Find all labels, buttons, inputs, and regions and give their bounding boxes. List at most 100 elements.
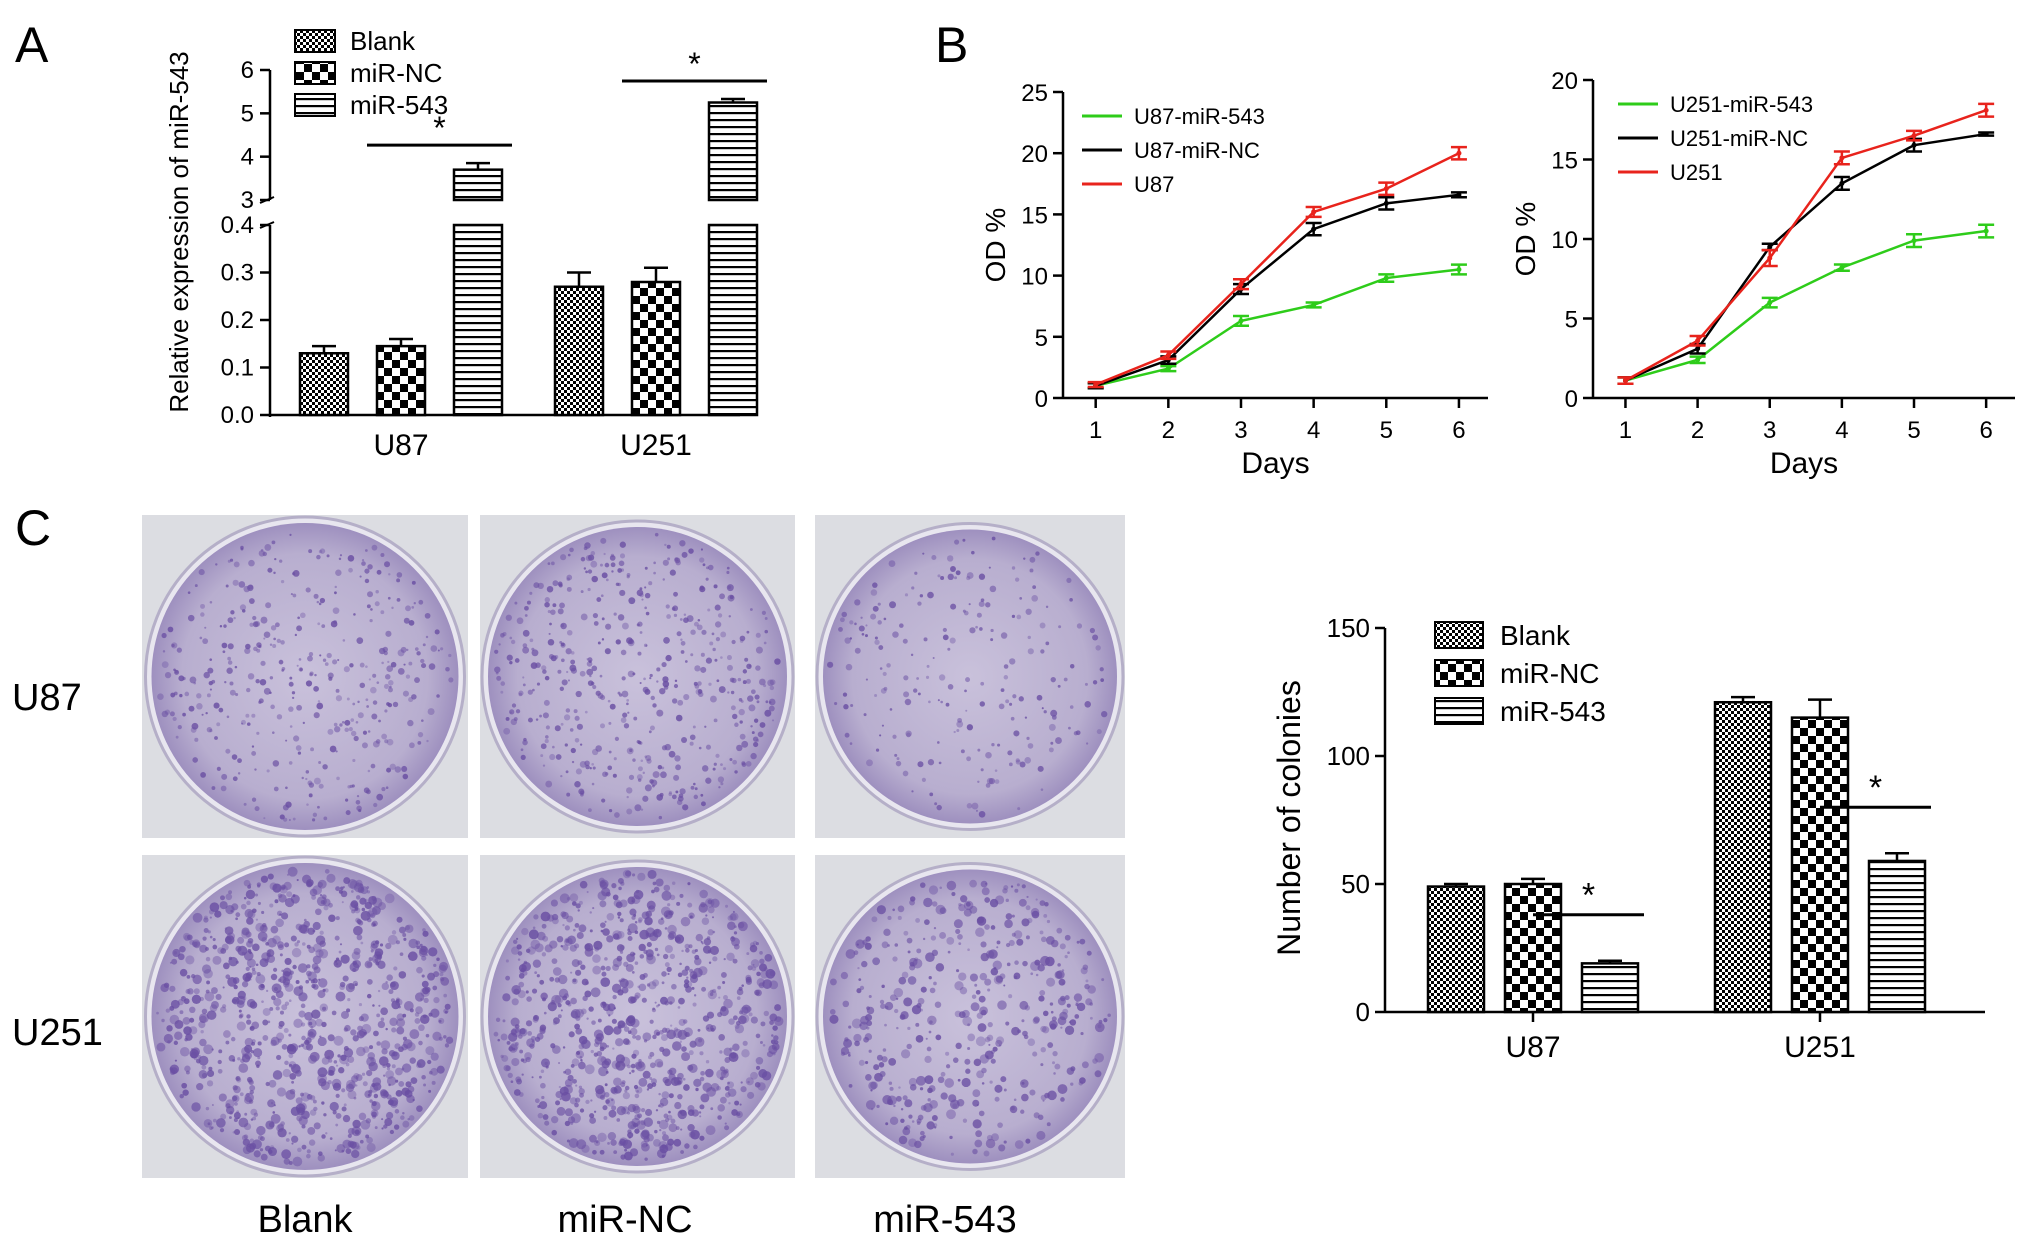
colony-dot [296, 704, 303, 711]
colony-dot [345, 1062, 350, 1067]
colony-dot [1016, 938, 1024, 946]
colony-dot [184, 1065, 191, 1072]
colony-dot [879, 667, 883, 670]
colony-dot [627, 936, 633, 941]
colony-dot [308, 946, 315, 954]
colony-dot [187, 988, 194, 995]
colony-dot [407, 1117, 410, 1121]
colony-dot [278, 659, 284, 665]
colony-dot [417, 732, 424, 738]
colony-dot [348, 1081, 356, 1089]
colony-dot [658, 1092, 661, 1096]
colony-dot [633, 716, 638, 721]
colony-dot [306, 1149, 311, 1154]
colony-dot [433, 971, 440, 978]
colony-dot [634, 995, 639, 1000]
colony-dot [356, 794, 360, 798]
colony-dot [376, 681, 380, 684]
colony-dot [590, 681, 595, 686]
colony-dot [386, 738, 394, 746]
colony-dot [223, 624, 227, 628]
chart-b-left-ytick-label: 5 [1035, 325, 1048, 352]
colony-dot [526, 996, 532, 1002]
photo-row-label-u251: U251 [12, 1012, 103, 1054]
colony-dot [579, 1108, 585, 1113]
colony-dot [584, 990, 592, 998]
colony-dot [526, 600, 531, 605]
colony-dot [954, 981, 964, 991]
colony-dot [425, 1046, 435, 1056]
chart-c-bar [1867, 859, 1927, 1014]
colony-dot [366, 1136, 373, 1144]
colony-dot [262, 1035, 269, 1041]
colony-dot [284, 1001, 290, 1006]
colony-dot [350, 900, 359, 909]
colony-dot [626, 573, 631, 577]
colony-dot [407, 951, 418, 962]
colony-dot [572, 1078, 577, 1084]
colony-dot [1052, 1061, 1056, 1065]
colony-dot [581, 1039, 591, 1050]
colony-dot [690, 975, 699, 984]
colony-dot [649, 1019, 654, 1024]
colony-dot [659, 1097, 669, 1107]
colony-dot [656, 1031, 660, 1036]
colony-dot [566, 629, 573, 636]
colony-dot [651, 930, 658, 936]
colony-dot [740, 1081, 743, 1084]
colony-dot [517, 958, 521, 961]
colony-dot [289, 725, 293, 728]
colony-dot [339, 886, 344, 891]
colony-dot [856, 988, 862, 994]
colony-dot [1034, 959, 1041, 966]
colony-dot [558, 988, 569, 999]
colony-dot [245, 889, 256, 900]
colony-dot [994, 1084, 1003, 1093]
colony-dot [559, 602, 565, 609]
colony-dot [576, 1050, 581, 1055]
colony-dot [1048, 723, 1056, 731]
colony-dot [317, 805, 320, 809]
colony-dot [355, 799, 361, 805]
colony-dot [650, 779, 658, 786]
colony-dot [298, 1010, 306, 1018]
colony-dot [365, 1134, 370, 1139]
colony-dot [505, 1065, 512, 1072]
colony-dot [962, 1016, 973, 1027]
colony-dot [914, 1140, 922, 1149]
colony-dot [408, 697, 414, 703]
colony-dot [949, 1135, 953, 1140]
colony-dot [611, 1105, 617, 1111]
colony-dot [559, 686, 564, 691]
colony-dot [990, 1058, 996, 1064]
colony-dot [579, 1092, 584, 1098]
colony-dot [251, 797, 257, 802]
colony-dot [628, 774, 635, 780]
colony-dot [305, 777, 308, 781]
plate-well [823, 529, 1117, 824]
colony-dot [682, 804, 689, 811]
colony-dot [194, 584, 198, 588]
colony-dot [653, 571, 656, 575]
colony-dot [570, 667, 578, 674]
colony-dot [768, 701, 772, 704]
colony-dot [574, 780, 581, 788]
colony-dot [247, 937, 254, 944]
colony-dot [362, 1081, 368, 1087]
colony-dot [885, 1122, 889, 1126]
colony-dot [430, 645, 438, 652]
colony-dot [681, 551, 688, 558]
colony-dot [335, 916, 340, 921]
colony-dot [312, 955, 322, 965]
colony-dot [1011, 566, 1016, 570]
colony-dot [770, 1039, 776, 1045]
colony-dot [710, 1027, 715, 1032]
colony-dot [259, 678, 267, 686]
colony-dot [675, 790, 679, 794]
colony-dot [283, 1027, 289, 1033]
colony-dot [688, 1050, 694, 1056]
colony-dot [497, 1038, 501, 1042]
colony-dot [427, 708, 435, 716]
chart-a-bar-upper [452, 168, 504, 202]
colony-dot [433, 997, 440, 1004]
